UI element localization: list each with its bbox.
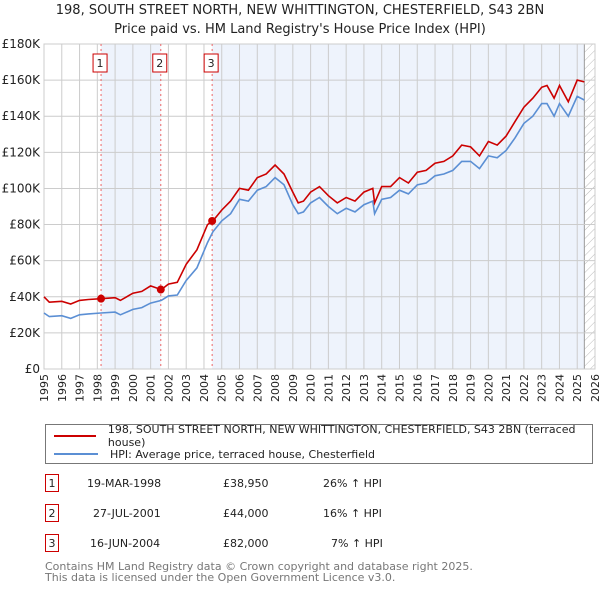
y-tick-label: £60K	[9, 254, 41, 268]
x-tick-label: 2016	[411, 374, 424, 402]
transaction-date: 19-MAR-1998	[87, 477, 162, 490]
licence-text: This data is licensed under the Open Gov…	[45, 571, 396, 584]
sale-point	[156, 285, 165, 294]
transaction-number: 1	[45, 474, 59, 492]
transaction-price: £82,000	[223, 537, 269, 550]
y-tick-label: £40K	[9, 290, 41, 304]
x-tick-label: 2021	[500, 374, 513, 402]
x-tick-label: 2019	[465, 374, 478, 402]
x-tick-label: 2013	[358, 374, 371, 402]
x-tick-label: 2010	[305, 374, 318, 402]
x-tick-label: 2014	[376, 374, 389, 402]
x-tick-label: 2008	[269, 374, 282, 402]
x-tick-label: 2024	[553, 374, 566, 402]
transaction-number: 2	[45, 504, 59, 522]
transaction-date: 27-JUL-2001	[93, 507, 161, 520]
x-tick-label: 2009	[287, 374, 300, 402]
price-chart: 1 2 3 1995 1996 1997 1998 1999 2000 2001 2002 2003 2…	[2, 37, 600, 402]
sale-label-box	[203, 53, 219, 73]
sale-label: 3	[208, 57, 215, 70]
chart-title: 198, SOUTH STREET NORTH, NEW WHITTINGTON…	[55, 3, 545, 18]
x-tick-label: 2017	[429, 374, 442, 402]
sale-point	[208, 216, 217, 225]
y-tick-label: £0	[25, 362, 40, 376]
sale-label-box	[152, 53, 168, 73]
x-tick-label: 2000	[127, 374, 140, 402]
x-tick-label: 1996	[56, 374, 69, 402]
legend-label-property: 198, SOUTH STREET NORTH, NEW WHITTINGTON…	[107, 423, 576, 449]
y-tick-label: £120K	[2, 145, 42, 159]
x-tick-label: 2025	[571, 374, 584, 402]
x-tick-label: 1995	[38, 374, 51, 402]
y-tick-label: £180K	[2, 37, 42, 51]
y-tick-label: £20K	[9, 326, 41, 340]
sale-point	[97, 294, 106, 303]
legend-label-hpi: HPI: Average price, terraced house, Ches…	[110, 447, 376, 461]
property-price-line	[43, 79, 585, 305]
sale-label: 1	[97, 57, 104, 70]
legend-item-property: 198, SOUTH STREET NORTH, NEW WHITTINGTON…	[54, 423, 592, 449]
sale-label-box	[92, 53, 108, 73]
shaded-period	[212, 44, 585, 369]
x-tick-label: 2012	[340, 374, 353, 402]
sale-label: 2	[156, 57, 163, 70]
legend-swatch-hpi	[54, 453, 98, 455]
transaction-number: 3	[45, 534, 59, 552]
transaction-price: £44,000	[223, 507, 269, 520]
copyright-text: Contains HM Land Registry data © Crown c…	[45, 560, 473, 573]
legend-item-hpi: HPI: Average price, terraced house, Ches…	[54, 446, 375, 462]
transaction-hpi-change: 16% ↑ HPI	[323, 507, 382, 520]
x-tick-label: 2022	[518, 374, 531, 402]
x-tick-label: 1997	[74, 374, 87, 402]
x-tick-label: 2011	[322, 374, 335, 402]
transaction-date: 16-JUN-2004	[90, 537, 161, 550]
x-tick-label: 2002	[162, 374, 175, 402]
x-tick-label: 2003	[180, 374, 193, 402]
y-tick-label: £100K	[2, 181, 42, 195]
x-tick-label: 2018	[447, 374, 460, 402]
x-tick-label: 2007	[251, 374, 264, 402]
shaded-period	[101, 44, 161, 369]
x-tick-label: 1998	[91, 374, 104, 402]
x-tick-label: 2020	[482, 374, 495, 402]
legend-swatch-property	[54, 435, 96, 437]
y-tick-label: £80K	[9, 218, 41, 232]
x-tick-label: 2006	[234, 374, 247, 402]
forecast-hatch	[584, 44, 595, 369]
x-tick-label: 2004	[198, 374, 211, 402]
x-tick-label: 1999	[109, 374, 122, 402]
footer: Contains HM Land Registry data © Crown c…	[45, 561, 473, 583]
x-tick-label: 2005	[216, 374, 229, 402]
plot-frame	[43, 43, 596, 370]
x-tick-label: 2023	[536, 374, 549, 402]
y-tick-label: £160K	[2, 73, 42, 87]
chart-subtitle: Price paid vs. HM Land Registry's House …	[114, 22, 486, 37]
chart-legend: 198, SOUTH STREET NORTH, NEW WHITTINGTON…	[45, 423, 593, 464]
transaction-hpi-change: 7% ↑ HPI	[331, 537, 383, 550]
hpi-line	[43, 95, 585, 320]
y-tick-label: £140K	[2, 109, 42, 123]
transaction-price: £38,950	[223, 477, 269, 490]
x-tick-label: 2015	[393, 374, 406, 402]
x-tick-label: 2001	[145, 374, 158, 402]
x-tick-label: 2026	[589, 374, 600, 402]
transaction-hpi-change: 26% ↑ HPI	[323, 477, 382, 490]
